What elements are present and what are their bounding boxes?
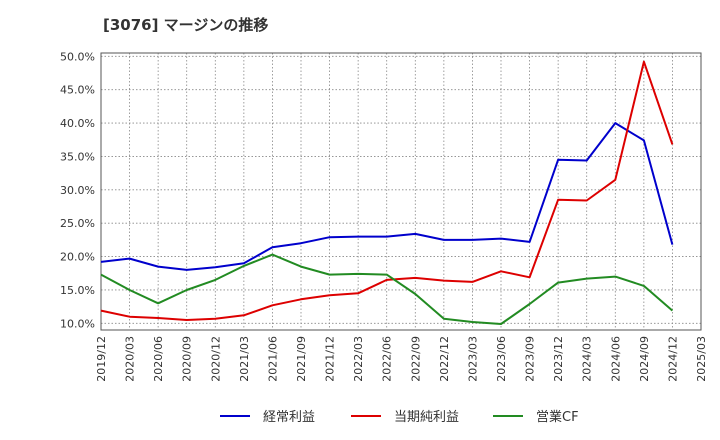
y-tick-label: 50.0% xyxy=(60,50,95,63)
legend-label: 当期純利益 xyxy=(394,410,459,425)
legend: 経常利益 当期純利益 営業CF xyxy=(220,409,579,425)
x-tick-label: 2021/09 xyxy=(295,336,308,382)
x-tick-label: 2021/06 xyxy=(266,336,279,382)
y-tick-label: 10.0% xyxy=(60,317,95,330)
x-tick-label: 2025/03 xyxy=(695,336,708,382)
y-tick-label: 35.0% xyxy=(60,150,95,163)
series-line-1 xyxy=(100,122,674,271)
y-tick-label: 20.0% xyxy=(60,251,95,264)
x-tick-label: 2024/09 xyxy=(638,336,651,382)
plot-frame xyxy=(100,52,702,331)
x-tick-label: 2024/03 xyxy=(581,336,594,382)
y-tick-label: 25.0% xyxy=(60,217,95,230)
y-tick-label: 40.0% xyxy=(60,117,95,130)
y-tick-label: 15.0% xyxy=(60,284,95,297)
series-group xyxy=(100,60,674,325)
x-tick-label: 2023/09 xyxy=(524,336,537,382)
x-tick-label: 2019/12 xyxy=(95,336,108,382)
x-tick-label: 2023/12 xyxy=(552,336,565,382)
y-tick-label: 30.0% xyxy=(60,184,95,197)
x-tick-label: 2024/12 xyxy=(666,336,679,382)
x-tick-label: 2020/12 xyxy=(209,336,222,382)
grid xyxy=(101,53,701,330)
x-tick-label: 2020/09 xyxy=(181,336,194,382)
x-tick-label: 2020/06 xyxy=(152,336,165,382)
x-tick-label: 2022/06 xyxy=(381,336,394,382)
x-tick-label: 2020/03 xyxy=(124,336,137,382)
y-axis-ticks: 50.0% 45.0% 40.0% 35.0% 30.0% 25.0% 20.0% 15.0%… xyxy=(60,50,95,330)
x-tick-label: 2022/09 xyxy=(409,336,422,382)
x-tick-label: 2024/06 xyxy=(609,336,622,382)
chart-title: [3076] マージンの推移 xyxy=(103,16,269,34)
x-tick-label: 2022/03 xyxy=(352,336,365,382)
x-tick-label: 2021/03 xyxy=(238,336,251,382)
series-line-3 xyxy=(100,253,674,325)
legend-label: 経常利益 xyxy=(263,410,315,425)
legend-label: 営業CF xyxy=(536,409,579,425)
x-tick-label: 2023/03 xyxy=(466,336,479,382)
x-axis-ticks: 2019/12 2020/03 2020/06 2020/09 2020/12 2021/… xyxy=(95,336,708,382)
x-tick-label: 2022/12 xyxy=(438,336,451,382)
x-tick-label: 2021/12 xyxy=(324,336,337,382)
y-tick-label: 45.0% xyxy=(60,84,95,97)
series-line-2 xyxy=(100,60,674,321)
x-tick-label: 2023/06 xyxy=(495,336,508,382)
